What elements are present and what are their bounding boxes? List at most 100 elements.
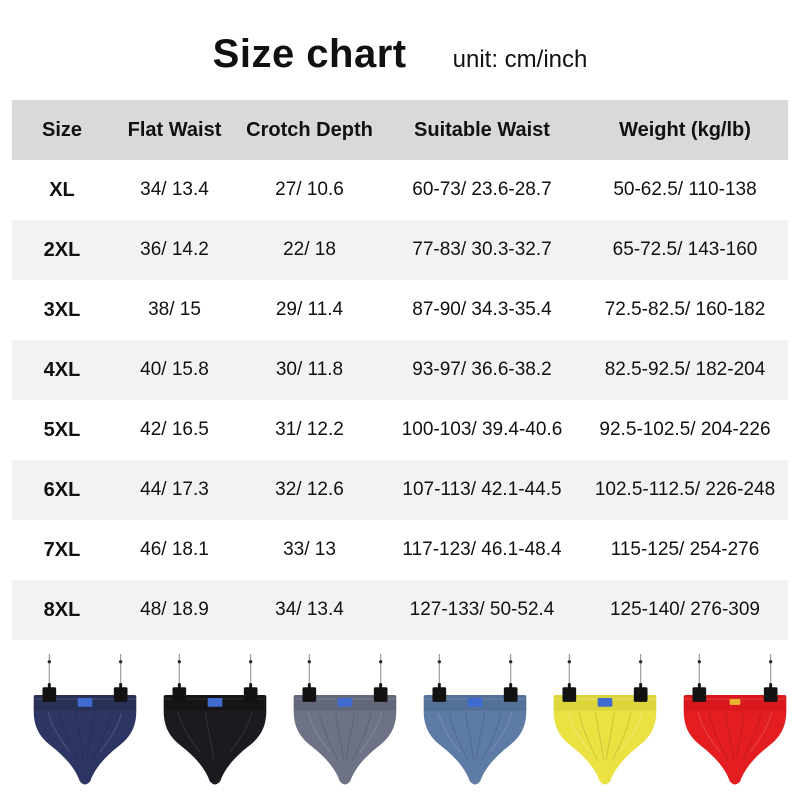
- clip-icon: [432, 683, 447, 702]
- table-row: 6XL 44/ 17.3 32/ 12.6 107-113/ 42.1-44.5…: [12, 460, 788, 520]
- col-header-size: Size: [12, 100, 112, 160]
- pin-head: [119, 660, 123, 664]
- page-title: Size chart: [212, 32, 407, 76]
- brief-body: [683, 710, 787, 785]
- cell-suitable-waist: 117-123/ 46.1-48.4: [402, 539, 562, 560]
- table-header-row: Size Flat Waist Crotch Depth Suitable Wa…: [12, 100, 788, 160]
- clip-icon: [562, 683, 577, 702]
- cell-size: 2XL: [12, 220, 112, 280]
- wrinkle-lines: [448, 712, 502, 761]
- product-photo-slate-blue-briefs: [410, 650, 540, 787]
- clip-icon: [692, 683, 707, 702]
- cell-crotch-depth: 22/ 18: [237, 220, 382, 280]
- cell-suitable-waist: 60-73/ 23.6-28.7: [412, 179, 552, 200]
- table-row: 5XL 42/ 16.5 31/ 12.2 100-103/ 39.4-40.6…: [12, 400, 788, 460]
- product-photo-gray-briefs: [280, 650, 410, 787]
- size-table: Size Flat Waist Crotch Depth Suitable Wa…: [12, 100, 788, 640]
- cell-crotch-depth: 33/ 13: [283, 539, 336, 560]
- cell-crotch-depth: 34/ 13.4: [237, 580, 382, 640]
- briefs-image: [423, 653, 527, 785]
- clip-icon: [373, 683, 388, 702]
- table-row: 7XL 46/ 18.1 33/ 13 117-123/ 46.1-48.4 1…: [12, 520, 788, 580]
- cell-weight: 102.5-112.5/ 226-248: [582, 460, 788, 520]
- cell-flat-waist: 46/ 18.1: [140, 539, 209, 560]
- cell-size: 5XL: [43, 418, 81, 441]
- pin-head: [697, 660, 701, 664]
- product-photos-strip: [0, 650, 800, 790]
- brief-body: [293, 710, 397, 785]
- cell-suitable-waist: 77-83/ 30.3-32.7: [382, 220, 582, 280]
- product-photo-navy-briefs: [20, 650, 150, 787]
- brand-label: [77, 697, 93, 707]
- cell-suitable-waist: 93-97/ 36.6-38.2: [382, 340, 582, 400]
- cell-size: 3XL: [43, 298, 81, 321]
- briefs-image: [293, 653, 397, 785]
- clip-icon: [243, 683, 258, 702]
- brief-body: [33, 710, 137, 785]
- cell-flat-waist: 36/ 14.2: [112, 220, 237, 280]
- cell-flat-waist: 34/ 13.4: [140, 179, 209, 200]
- pin-head: [567, 660, 571, 664]
- briefs-image: [553, 653, 657, 785]
- cell-suitable-waist: 87-90/ 34.3-35.4: [412, 299, 552, 320]
- cell-size: XL: [49, 178, 75, 201]
- unit-label: unit: cm/inch: [452, 46, 588, 73]
- wrinkle-lines: [578, 712, 632, 761]
- cell-flat-waist: 44/ 17.3: [112, 460, 237, 520]
- clip-icon: [763, 683, 778, 702]
- briefs-image: [683, 653, 787, 785]
- cell-size: 4XL: [12, 340, 112, 400]
- table-row: 8XL 48/ 18.9 34/ 13.4 127-133/ 50-52.4 1…: [12, 580, 788, 640]
- col-header-suitable-waist: Suitable Waist: [382, 100, 582, 160]
- table-row: 3XL 38/ 15 29/ 11.4 87-90/ 34.3-35.4 72.…: [12, 280, 788, 340]
- product-photo-black-briefs: [150, 650, 280, 787]
- table-row: 2XL 36/ 14.2 22/ 18 77-83/ 30.3-32.7 65-…: [12, 220, 788, 280]
- pin-head: [249, 660, 253, 664]
- pin-head: [47, 660, 51, 664]
- cell-weight: 65-72.5/ 143-160: [582, 220, 788, 280]
- brief-body: [553, 710, 657, 785]
- cell-flat-waist: 48/ 18.9: [112, 580, 237, 640]
- brief-body: [163, 710, 267, 785]
- pin-head: [509, 660, 513, 664]
- pin-head: [379, 660, 383, 664]
- brand-label: [337, 697, 353, 707]
- cell-size: 7XL: [43, 538, 81, 561]
- col-header-flat-waist: Flat Waist: [112, 100, 237, 160]
- cell-flat-waist: 42/ 16.5: [140, 419, 209, 440]
- cell-crotch-depth: 29/ 11.4: [275, 299, 344, 320]
- pin-head: [307, 660, 311, 664]
- cell-weight: 72.5-82.5/ 160-182: [604, 299, 766, 320]
- cell-flat-waist: 38/ 15: [148, 299, 201, 320]
- pin-head: [437, 660, 441, 664]
- wrinkle-lines: [58, 712, 112, 761]
- product-photo-yellow-briefs: [540, 650, 670, 787]
- cell-weight: 115-125/ 254-276: [610, 539, 760, 560]
- brand-label: [467, 697, 483, 707]
- cell-suitable-waist: 100-103/ 39.4-40.6: [401, 419, 563, 440]
- pin-head: [639, 660, 643, 664]
- wrinkle-lines: [708, 712, 762, 761]
- col-header-weight: Weight (kg/lb): [582, 100, 788, 160]
- cell-crotch-depth: 31/ 12.2: [275, 419, 344, 440]
- cell-suitable-waist: 127-133/ 50-52.4: [382, 580, 582, 640]
- clip-icon: [503, 683, 518, 702]
- cell-flat-waist: 40/ 15.8: [112, 340, 237, 400]
- table-row: XL 34/ 13.4 27/ 10.6 60-73/ 23.6-28.7 50…: [12, 160, 788, 220]
- cell-weight: 92.5-102.5/ 204-226: [599, 419, 771, 440]
- cell-suitable-waist: 107-113/ 42.1-44.5: [382, 460, 582, 520]
- wrinkle-lines: [318, 712, 372, 761]
- clip-icon: [302, 683, 317, 702]
- clip-icon: [42, 683, 57, 702]
- brand-label: [597, 697, 613, 707]
- cell-weight: 50-62.5/ 110-138: [613, 179, 757, 200]
- clip-icon: [172, 683, 187, 702]
- col-header-crotch-depth: Crotch Depth: [237, 100, 382, 160]
- product-photo-red-briefs: [670, 650, 800, 787]
- header: Size chart unit: cm/inch: [0, 0, 800, 100]
- brief-body: [423, 710, 527, 785]
- brand-label: [207, 697, 223, 707]
- pin-head: [177, 660, 181, 664]
- cell-size: 8XL: [12, 580, 112, 640]
